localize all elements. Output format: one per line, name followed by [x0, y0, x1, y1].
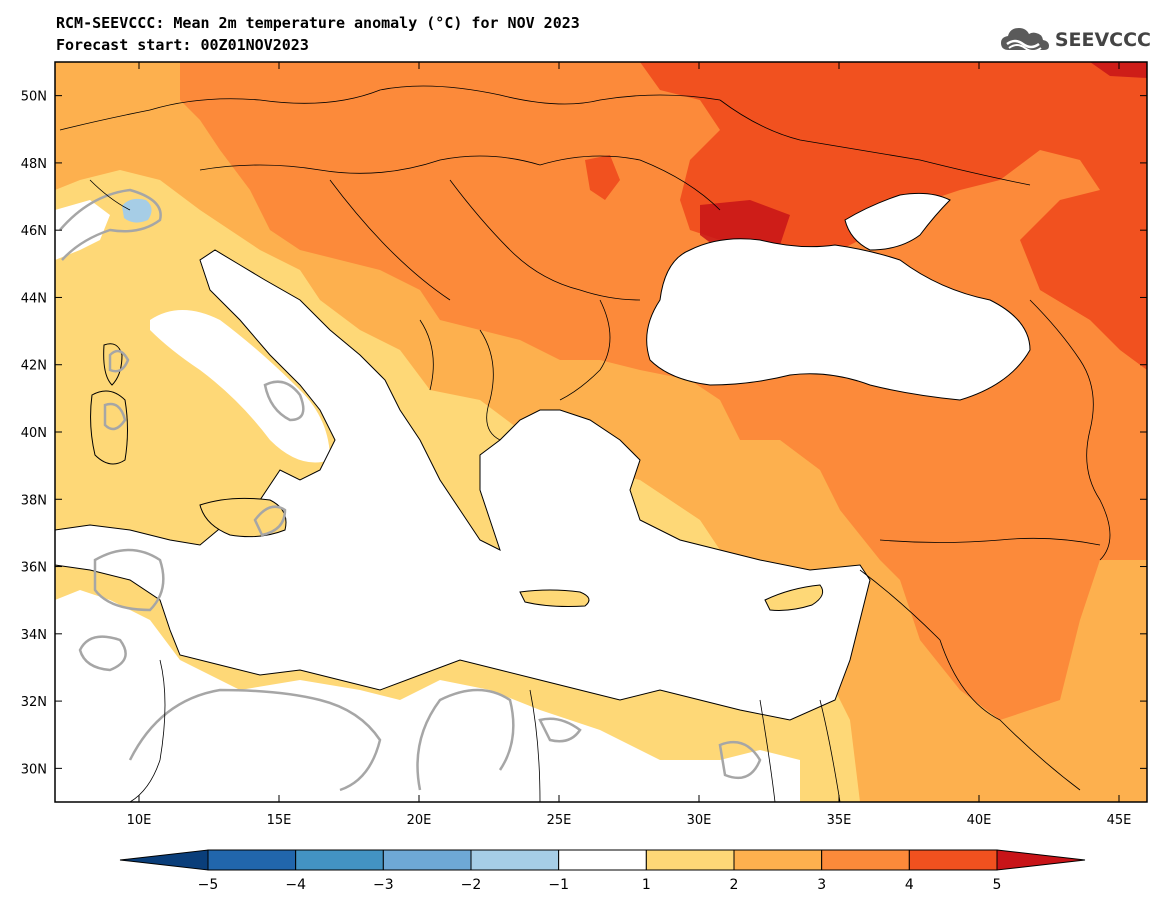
- colorbar: −5 −4 −3 −2 −1 1 2 3 4 5: [119, 849, 1086, 893]
- lat-tick-label: 38N: [21, 493, 47, 508]
- title-line-1: RCM-SEEVCCC: Mean 2m temperature anomaly…: [56, 14, 580, 32]
- anomaly-neutral-west: [55, 200, 110, 260]
- lat-tick-label: 50N: [21, 90, 47, 105]
- sea-mediterranean: [55, 249, 871, 721]
- lon-tick-label: 35E: [827, 813, 852, 828]
- colorbar-label: 4: [905, 877, 914, 893]
- lon-tick-label: 45E: [1107, 813, 1132, 828]
- colorbar-segment: [119, 849, 209, 871]
- lat-tick-label: 48N: [21, 157, 47, 172]
- lon-tick-label: 15E: [267, 813, 292, 828]
- title-line-2: Forecast start: 00Z01NOV2023: [56, 36, 309, 54]
- lat-tick-label: 30N: [21, 762, 47, 777]
- colorbar-label: 1: [642, 877, 651, 893]
- colorbar-label: −5: [198, 877, 219, 893]
- lat-tick-label: 36N: [21, 561, 47, 576]
- anomaly-neutral-north-africa: [55, 590, 800, 802]
- colorbar-segment: [558, 849, 647, 871]
- colorbar-segment: [821, 849, 910, 871]
- anomaly-cold-alps: [122, 198, 152, 223]
- colorbar-segment: [733, 849, 823, 871]
- colorbar-label: 3: [817, 877, 826, 893]
- colorbar-label: −2: [461, 877, 482, 893]
- colorbar-segment: [470, 849, 560, 871]
- colorbar-segment: [908, 849, 998, 871]
- zero-contours: [59, 188, 762, 792]
- island-cyprus: [764, 584, 824, 611]
- sea-black-sea: [646, 238, 1031, 401]
- colorbar-label: 5: [993, 877, 1002, 893]
- colorbar-segment: [207, 849, 297, 871]
- cloud-logo-icon: [1000, 28, 1049, 52]
- colorbar-segment: [645, 849, 735, 871]
- lat-tick-label: 44N: [21, 291, 47, 306]
- lon-tick-label: 25E: [547, 813, 572, 828]
- anomaly-neutral-italy: [150, 310, 330, 463]
- lat-tick-label: 32N: [21, 695, 47, 710]
- map-title: RCM-SEEVCCC: Mean 2m temperature anomaly…: [56, 12, 580, 56]
- latitude-ticks: 30N 32N 34N 36N 38N 40N 42N 44N 46N 48N 50N: [21, 90, 1147, 777]
- colorbar-label: 2: [730, 877, 739, 893]
- colorbar-segment: [996, 849, 1086, 871]
- brand-text: SEEVCCC: [1054, 29, 1151, 51]
- lat-tick-label: 40N: [21, 426, 47, 441]
- colorbar-label: −1: [548, 877, 569, 893]
- island-crete: [519, 589, 590, 607]
- lon-tick-label: 30E: [687, 813, 712, 828]
- sea-azov: [844, 192, 951, 251]
- colorbar-segment: [295, 849, 384, 871]
- anomaly-band-4-5-romania: [585, 155, 620, 200]
- anomaly-band-gt5-ne: [1090, 62, 1147, 78]
- lat-tick-label: 34N: [21, 628, 47, 643]
- lon-tick-label: 40E: [967, 813, 992, 828]
- lon-tick-label: 20E: [407, 813, 432, 828]
- lat-tick-label: 46N: [21, 224, 47, 239]
- island-sicily: [199, 497, 287, 538]
- lat-tick-label: 42N: [21, 359, 47, 374]
- longitude-ticks: 10E 15E 20E 25E 30E 35E 40E 45E: [127, 62, 1132, 828]
- colorbar-label: −4: [285, 877, 306, 893]
- country-borders: [59, 85, 1111, 802]
- lon-tick-label: 10E: [127, 813, 152, 828]
- colorbar-label: −3: [373, 877, 394, 893]
- brand-logo: SEEVCCC: [999, 24, 1151, 56]
- island-corsica: [103, 343, 123, 386]
- colorbar-segment: [382, 849, 472, 871]
